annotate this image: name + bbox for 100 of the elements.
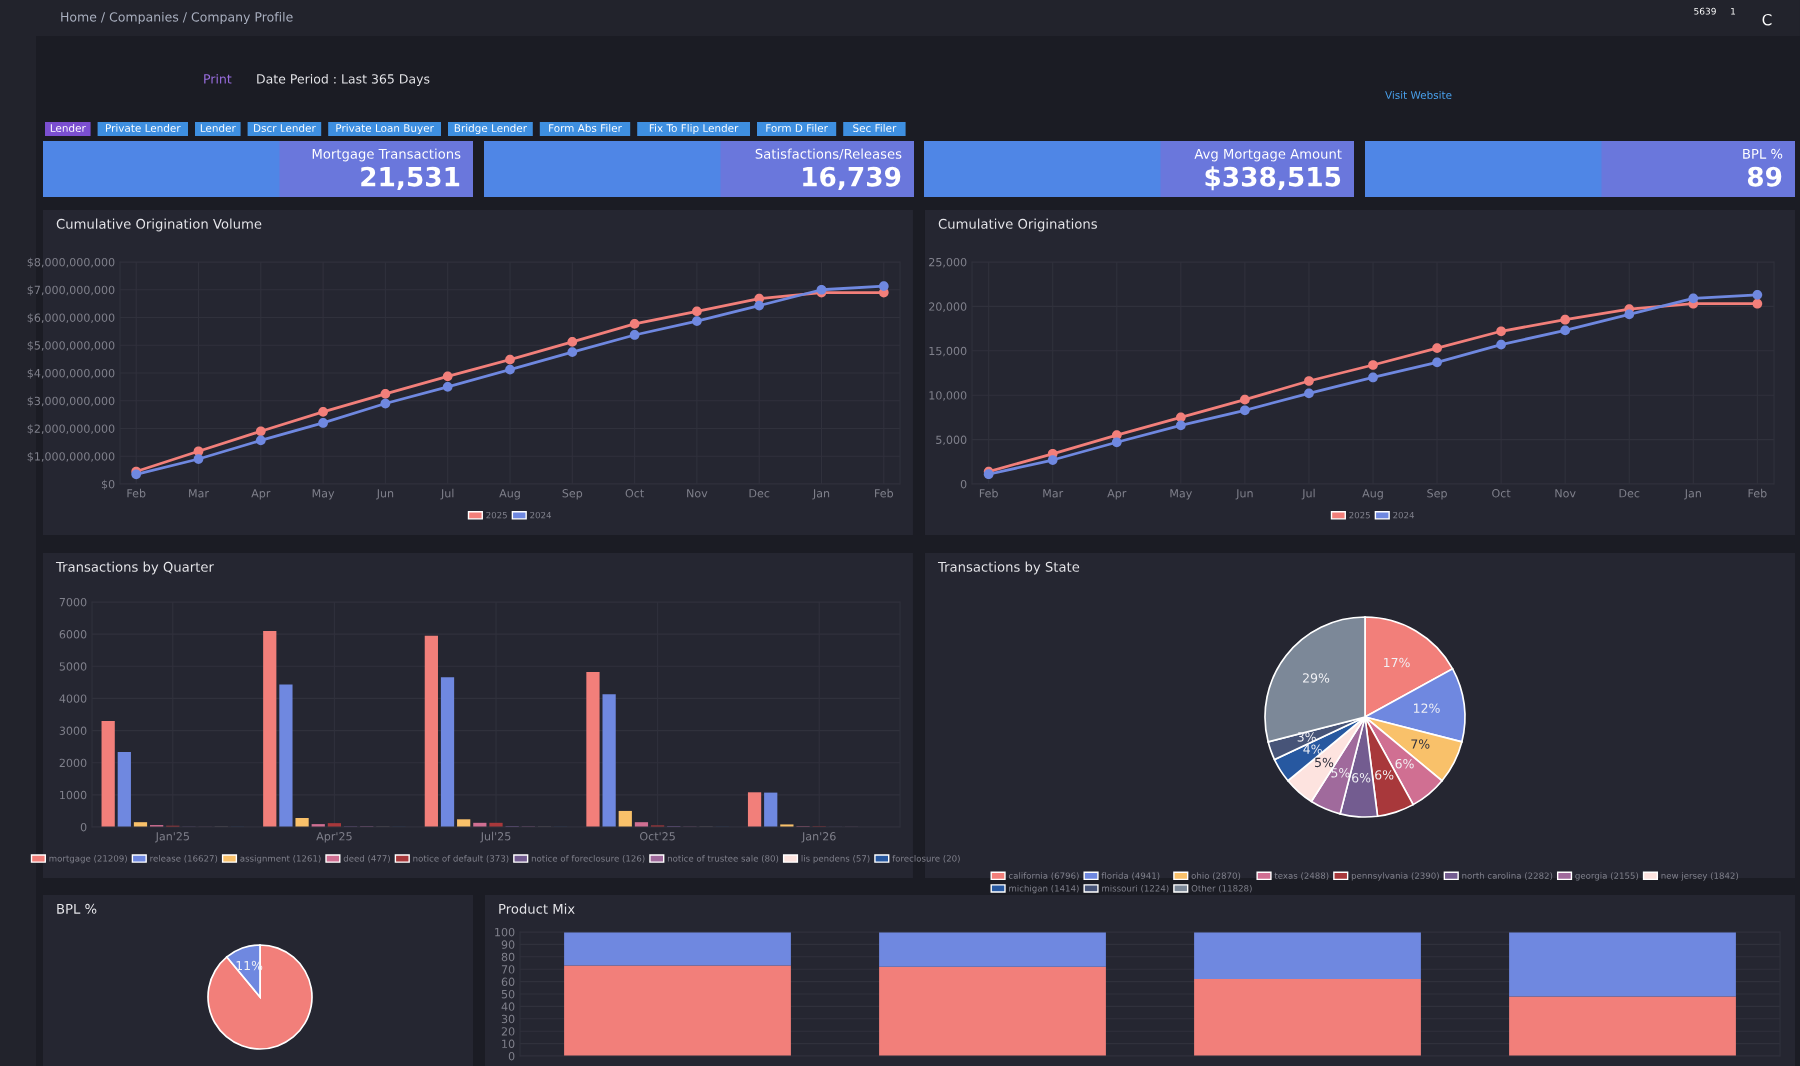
x-tick-label: Aug [499, 489, 520, 500]
legend-label: notice of trustee sale (80) [667, 855, 779, 863]
legend-label: new jersey (1842) [1661, 872, 1739, 881]
x-tick-label: Dec [749, 489, 770, 498]
y-tick-label: 10,000 [929, 391, 967, 401]
text: Home / Companies / Company Profile [61, 11, 293, 25]
text: Date Period : Last 365 Days [257, 73, 430, 87]
legend-label: georgia (2155) [1575, 872, 1639, 881]
x-tick-label: Apr'25 [316, 832, 352, 843]
text: Visit Website [1385, 90, 1452, 100]
x-tick-label: Jun [1235, 489, 1253, 500]
text: Sec Filer [853, 123, 897, 133]
legend-label: mortgage (21209) [49, 855, 127, 864]
text: 89 [1747, 166, 1782, 187]
chart-title: Product Mix [499, 903, 575, 914]
y-tick-label: 0 [960, 479, 967, 489]
text: Satisfactions/Releases [755, 148, 902, 160]
y-tick-label: $0 [101, 479, 115, 490]
x-tick-label: May [1170, 489, 1192, 500]
text: Dscr Lender [254, 123, 316, 133]
text: Bridge Lender [454, 123, 527, 135]
text: Fix To Flip Lender [649, 123, 739, 135]
data-label: 17% [1384, 657, 1410, 668]
text: Form Abs Filer [549, 123, 622, 133]
y-tick-label: 80 [501, 952, 515, 962]
y-tick-label: $5,000,000,000 [27, 341, 115, 352]
text: Lender [200, 123, 236, 133]
legend-label: lis pendens (57) [801, 855, 870, 864]
y-tick-label: $8,000,000,000 [27, 257, 115, 268]
y-tick-label: 1000 [60, 790, 87, 800]
data-label: 6% [1375, 770, 1394, 780]
x-tick-label: Oct [1492, 489, 1511, 498]
y-tick-label: $7,000,000,000 [27, 285, 115, 296]
x-tick-label: Apr [1107, 489, 1127, 500]
y-tick-label: 90 [501, 940, 515, 949]
legend-label: 2025 [486, 511, 507, 519]
y-tick-label: 40 [501, 1002, 515, 1011]
x-tick-label: Nov [687, 489, 708, 498]
text: Private Loan Buyer [336, 123, 434, 135]
x-tick-label: Jul [440, 488, 454, 500]
data-label: 3% [1297, 732, 1316, 742]
text: 1 [1731, 7, 1736, 15]
data-label: 29% [1303, 673, 1330, 683]
x-tick-label: Apr [251, 489, 271, 500]
data-label: 6% [1352, 773, 1371, 783]
x-tick-label: Feb [1748, 488, 1767, 498]
x-tick-label: Jan'25 [155, 832, 189, 843]
data-label: 12% [1413, 703, 1440, 713]
y-tick-label: $3,000,000,000 [27, 396, 115, 407]
x-tick-label: Jan'26 [801, 832, 836, 843]
legend-label: deed (477) [343, 855, 390, 863]
y-tick-label: $2,000,000,000 [27, 424, 115, 435]
legend-label: notice of foreclosure (126) [531, 855, 645, 863]
x-tick-label: Sep [1427, 489, 1447, 500]
x-tick-label: Aug [1362, 489, 1383, 500]
legend-label: 2025 [1349, 511, 1370, 519]
y-tick-label: 25,000 [929, 257, 967, 268]
x-tick-label: Dec [1619, 489, 1640, 498]
y-tick-label: 6000 [59, 630, 87, 639]
data-label: 7% [1411, 739, 1430, 749]
data-label: 5% [1331, 768, 1350, 778]
legend-label: michigan (1414) [1009, 884, 1079, 894]
legend-label: missouri (1224) [1102, 884, 1169, 893]
text: Mortgage Transactions [312, 148, 461, 162]
y-tick-label: 15,000 [929, 346, 967, 357]
data-label: 4% [1303, 744, 1322, 754]
chart-title: Cumulative Originations [938, 218, 1097, 232]
legend-label: florida (4941) [1101, 872, 1160, 880]
x-tick-label: Mar [189, 489, 209, 498]
legend-label: 2024 [530, 511, 552, 519]
y-tick-label: $4,000,000,000 [27, 368, 115, 379]
y-tick-label: 10 [502, 1039, 515, 1048]
text: 16,739 [803, 166, 901, 191]
legend-label: north carolina (2282) [1462, 872, 1553, 880]
x-tick-label: Sep [562, 489, 583, 500]
text: Lender [50, 123, 86, 133]
legend-label: ohio (2870) [1191, 872, 1241, 880]
y-tick-label: 4000 [59, 694, 87, 703]
x-tick-label: Feb [875, 488, 894, 498]
y-tick-label: 30 [501, 1014, 515, 1024]
legend-label: pennsylvania (2390) [1351, 872, 1439, 881]
y-tick-label: 0 [508, 1051, 515, 1061]
x-tick-label: Jul'25 [480, 831, 511, 843]
text: Private Lender [106, 123, 181, 133]
x-tick-label: Jan [812, 489, 830, 500]
legend-label: Other (11828) [1191, 884, 1252, 893]
data-label: 5% [1315, 757, 1334, 768]
x-tick-label: Mar [1043, 489, 1064, 498]
y-tick-label: 20 [501, 1027, 515, 1036]
chart-title: Transactions by State [937, 561, 1080, 575]
x-tick-label: Feb [979, 488, 998, 498]
x-tick-label: Jul [1301, 488, 1315, 500]
legend-label: notice of default (373) [413, 855, 509, 863]
x-tick-label: Oct'25 [640, 832, 675, 841]
chart-title: Transactions by Quarter [55, 561, 214, 575]
y-tick-label: $6,000,000,000 [27, 313, 115, 324]
text: 21,531 [361, 166, 460, 191]
y-tick-label: 60 [501, 977, 515, 986]
legend-label: release (16627) [150, 855, 218, 863]
text: BPL % [57, 903, 97, 914]
